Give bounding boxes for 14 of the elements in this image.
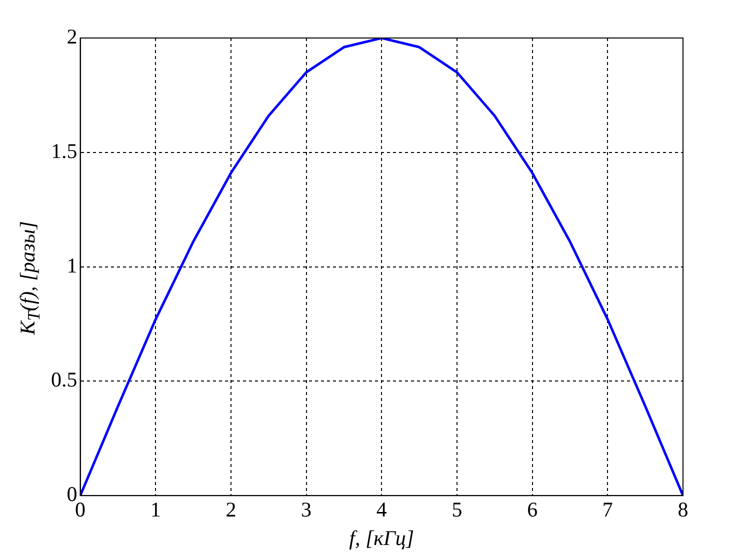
x-tick-label: 2 (226, 498, 236, 522)
y-tick-label: 2 (66, 24, 78, 49)
x-axis-title: f, [кГц] (349, 526, 414, 550)
y-tick-label: 0.5 (51, 368, 78, 392)
x-tick-label: 1 (150, 498, 161, 522)
x-tick-label: 5 (452, 498, 462, 522)
y-tick-label: 0 (66, 482, 78, 506)
x-tick-label: 7 (602, 498, 613, 522)
x-tick-label: 3 (301, 498, 312, 522)
y-tick-label: 1 (66, 253, 78, 278)
x-tick-label: 6 (527, 498, 538, 522)
y-tick-label: 1.5 (51, 138, 78, 163)
x-tick-label: 8 (678, 498, 688, 522)
x-tick-label: 4 (376, 498, 388, 522)
